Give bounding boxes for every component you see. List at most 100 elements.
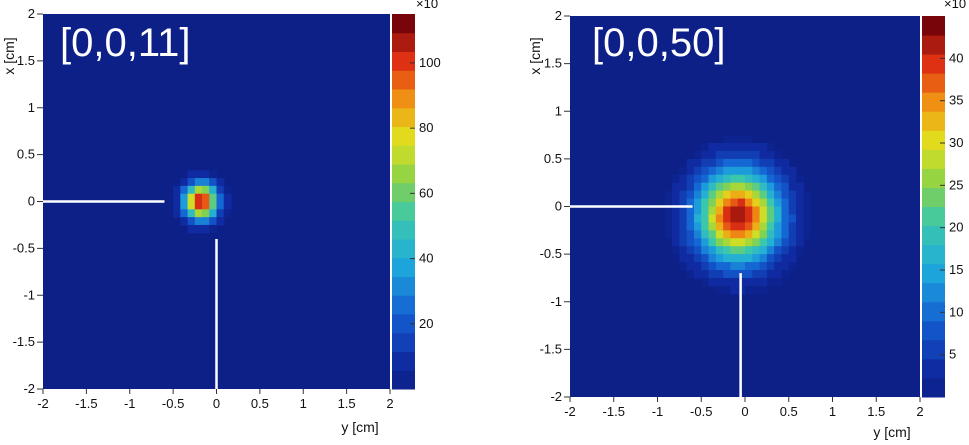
heatmap-bin [730, 214, 739, 223]
heatmap-bin [708, 158, 717, 168]
heatmap-bin [788, 254, 797, 263]
heatmap-bin [730, 135, 739, 144]
heatmap-bin [774, 158, 783, 168]
heatmap-bin [223, 193, 232, 203]
colorbar-step [392, 89, 415, 109]
heatmap-bin [715, 206, 724, 216]
colorbar-step [392, 239, 415, 259]
colorbar-tick-label: 30 [949, 135, 963, 150]
heatmap-bin [223, 201, 232, 210]
heatmap-bin [766, 238, 775, 247]
heatmap-bin [723, 166, 732, 176]
heatmap-bin [216, 178, 225, 187]
heatmap-bin [679, 166, 688, 176]
heatmap-bin [209, 209, 218, 218]
x-tick-label: -0.5 [162, 396, 184, 411]
colorbar-tick-label: 40 [419, 251, 433, 266]
heatmap-bin [708, 206, 717, 216]
heatmap-bin [803, 198, 812, 208]
heatmap-bin [766, 190, 775, 200]
heatmap-bin [766, 277, 775, 287]
heatmap-bin [796, 214, 804, 223]
heatmap-bin [693, 174, 702, 184]
heatmap-bin [781, 214, 790, 223]
heatmap-bin [759, 174, 768, 184]
heatmap-bin [187, 193, 196, 203]
heatmap-bin [766, 198, 775, 208]
heatmap-bin [788, 182, 797, 192]
heatmap-bin [202, 193, 210, 203]
heatmap-bin [723, 158, 732, 168]
heatmap-bin [788, 206, 797, 216]
heatmap-bin [774, 214, 783, 223]
heatmap-bin [759, 254, 768, 263]
heatmap-bin [730, 143, 739, 152]
heatmap-bin [664, 206, 673, 216]
x-tick-label: 2 [916, 404, 923, 419]
heatmap-bin [672, 206, 680, 216]
heatmap-bin [766, 206, 775, 216]
colorbar-tick-label: 20 [419, 316, 433, 331]
heatmap-bin [216, 201, 225, 210]
y-tick-label: -2 [23, 381, 35, 396]
colorbar-tick-label: 80 [419, 120, 433, 135]
heatmap-bin [737, 143, 746, 152]
heatmap-bin [737, 246, 746, 255]
heatmap-bin [701, 166, 710, 176]
y-tick-label: -1 [23, 287, 35, 302]
y-tick-label: -1.5 [540, 341, 562, 356]
heatmap-bin [796, 238, 804, 247]
heatmap-bin [752, 174, 761, 184]
heatmap-bin [730, 198, 739, 208]
heatmap-bin [766, 166, 775, 176]
heatmap-bin [715, 190, 724, 200]
heatmap-bin [715, 174, 724, 184]
heatmap-bin [723, 277, 732, 287]
heatmap-bin [759, 182, 768, 192]
heatmap-bin [679, 262, 688, 271]
heatmap-bin [737, 262, 746, 271]
heatmap-bin [664, 214, 673, 223]
heatmap-bin [752, 214, 761, 223]
x-axis-ticks-left: -2 -1.5 -1 -0.5 0 0.5 1 1.5 2 [37, 389, 394, 411]
colorbar-tick-label: 20 [949, 220, 963, 235]
heatmap-bin [715, 285, 724, 295]
y-tick-label: 0.5 [544, 151, 562, 166]
x-axis-label-left: y [cm] [341, 419, 378, 435]
x-tick-label: -2 [37, 396, 49, 411]
heatmap-bin [745, 222, 753, 231]
heatmap-bin [209, 193, 218, 203]
heatmap-bin [759, 285, 768, 295]
colorbar-tick-label: 35 [949, 93, 963, 108]
heatmap-bin [752, 270, 761, 279]
colorbar-step [922, 263, 945, 284]
marker-lines-right [570, 205, 742, 397]
colorbar-tick-label: 15 [949, 262, 963, 277]
heatmap-bin [781, 158, 790, 168]
y-axis-label-left: x [cm] [1, 37, 17, 74]
heatmap-bin [752, 222, 761, 231]
heatmap-bin [180, 217, 189, 226]
heatmap-bin [686, 230, 695, 239]
heatmap-bin [796, 198, 804, 208]
heatmap-bin [788, 246, 797, 255]
heatmap-bin [774, 230, 783, 239]
heatmap-bin [788, 190, 797, 200]
colorbar-step [922, 282, 945, 303]
heatmap-bin [708, 277, 717, 287]
heatmap-bin [745, 198, 753, 208]
heatmap-bin [766, 158, 775, 168]
heatmap-bin [672, 190, 680, 200]
heatmap-bin [766, 270, 775, 279]
heatmap-bin [730, 158, 739, 168]
colorbar-ticks-right: 5 10 15 20 25 30 35 40 [940, 50, 963, 362]
heatmap-bin [672, 230, 680, 239]
heatmap-bin [216, 185, 225, 195]
x-tick-label: -1 [652, 404, 664, 419]
heatmap-bin [730, 182, 739, 192]
heatmap-bin [686, 270, 695, 279]
heatmap-bin [715, 182, 724, 192]
heatmap-bin [759, 198, 768, 208]
heatmap-bin [679, 238, 688, 247]
